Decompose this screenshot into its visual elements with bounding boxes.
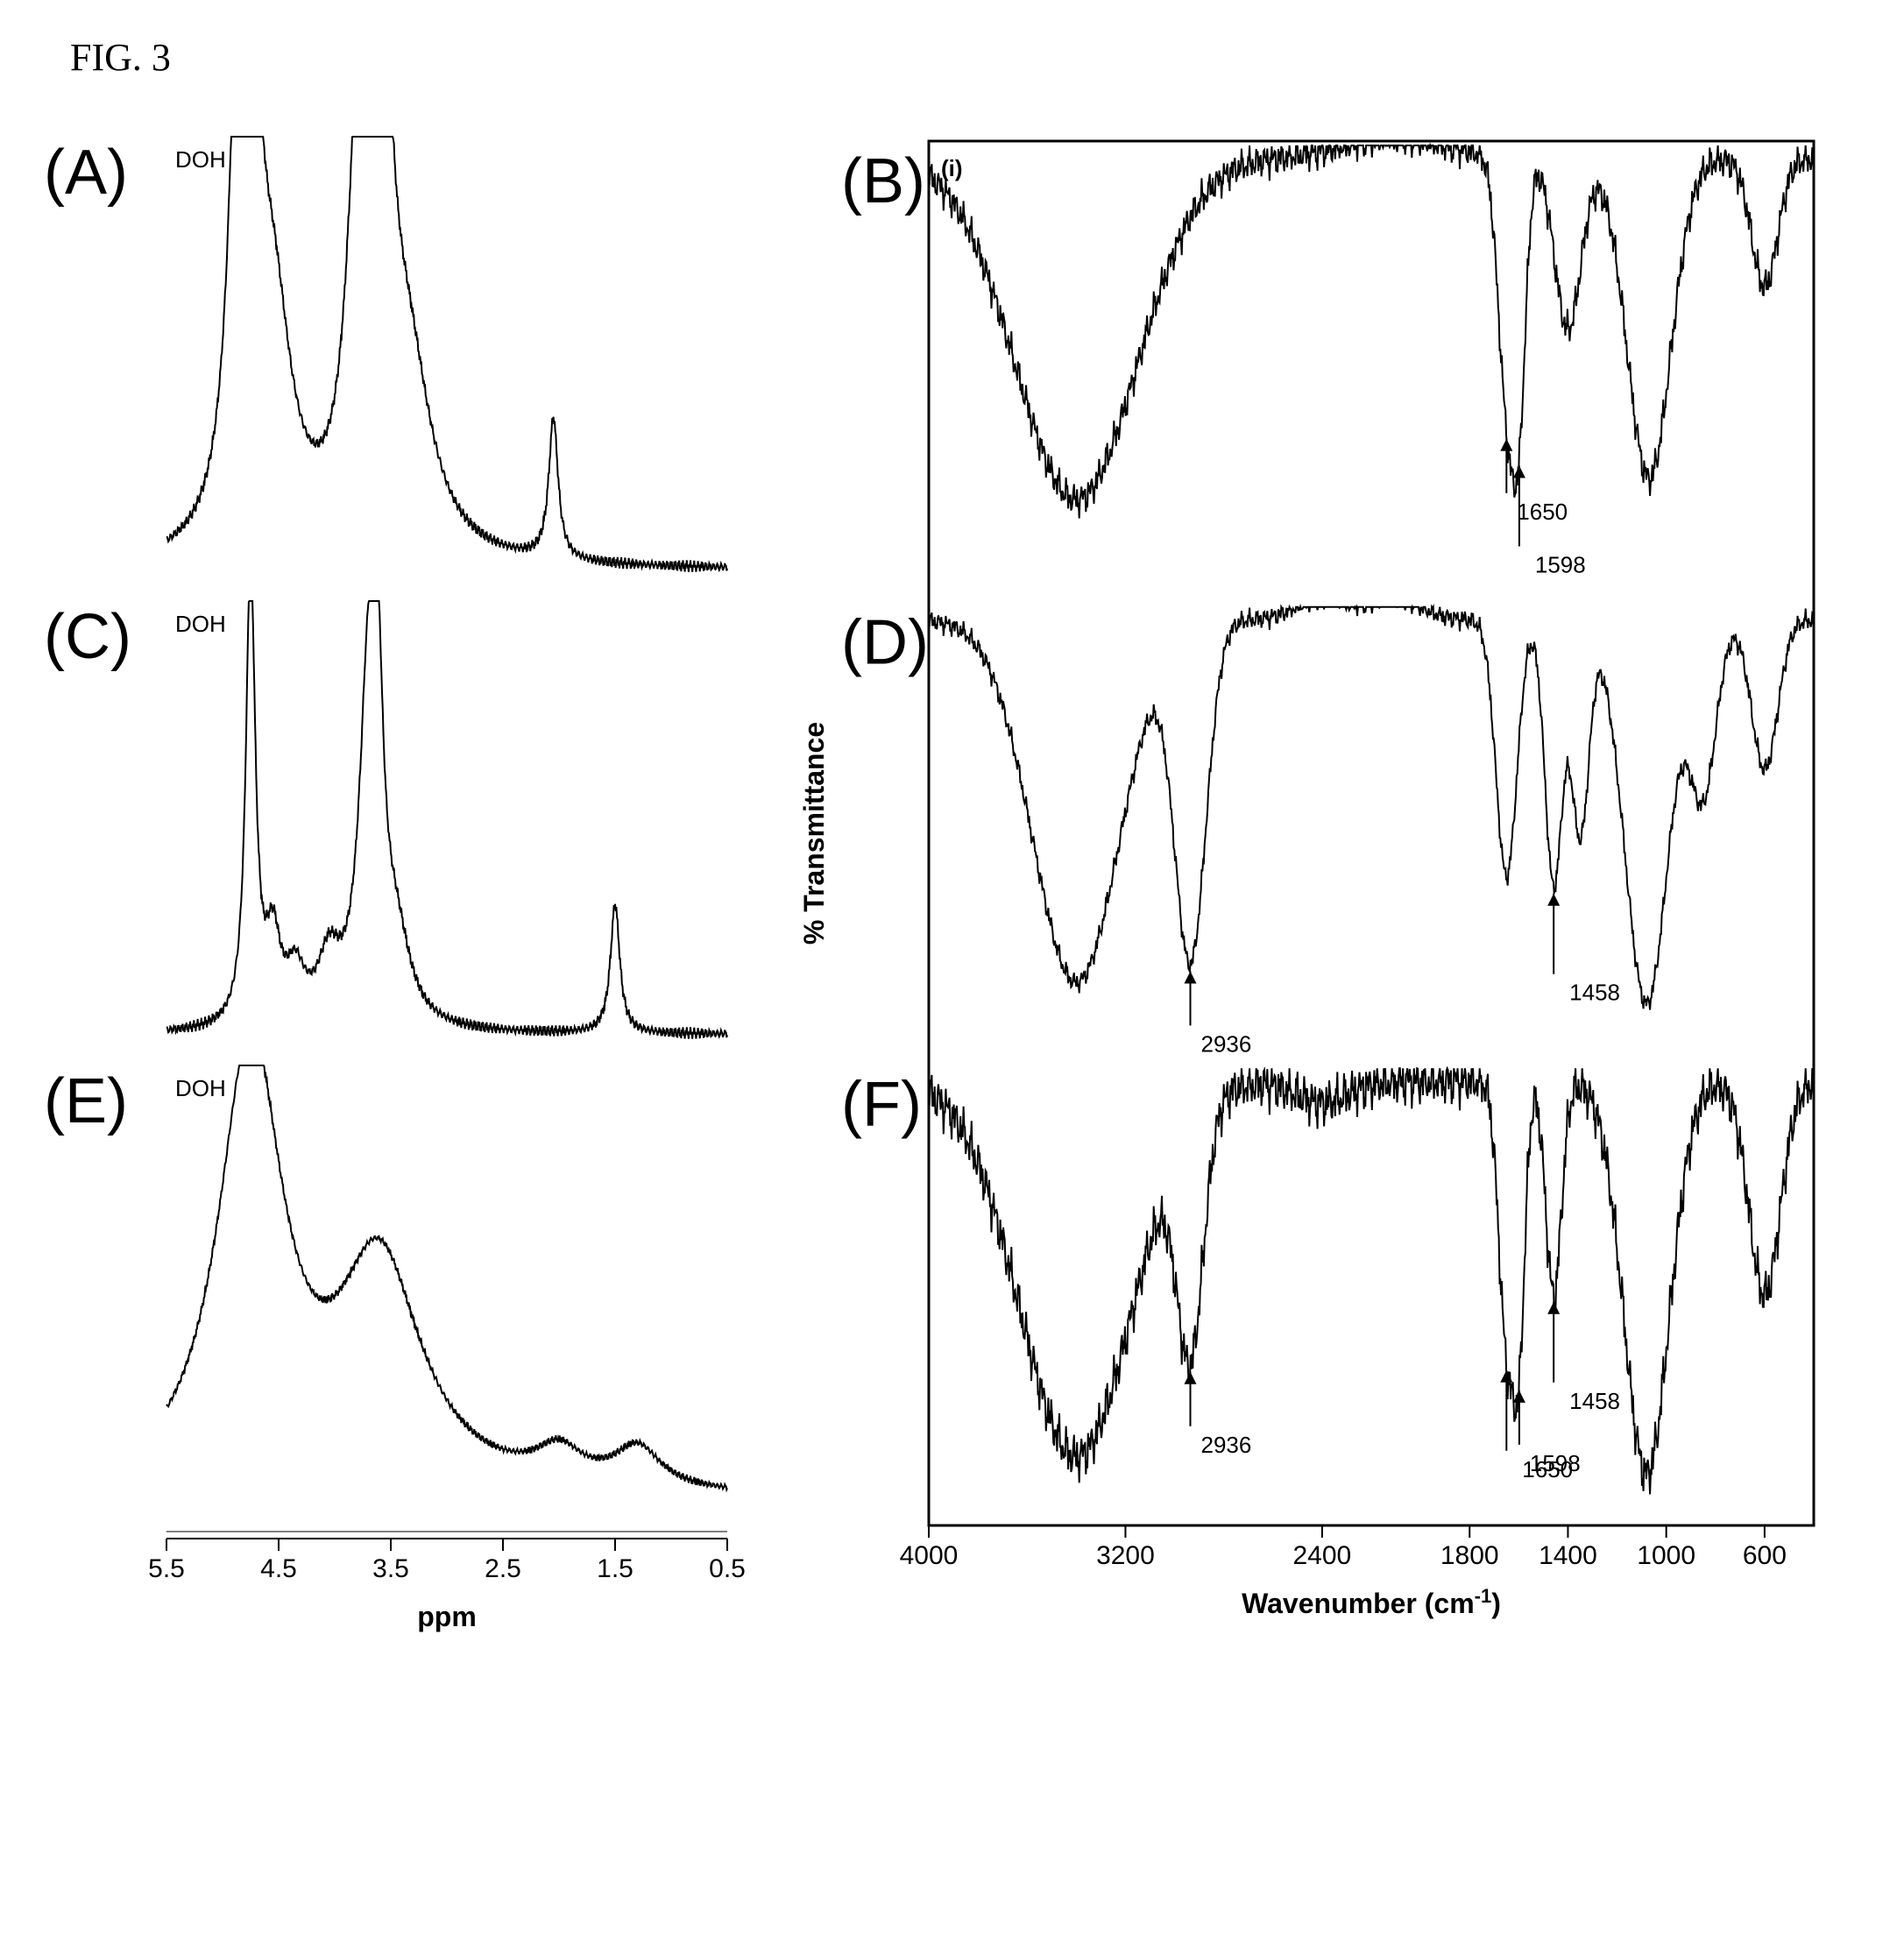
wavenumber-tick-label: 2400 bbox=[1293, 1541, 1352, 1570]
ppm-tick-label: 0.5 bbox=[709, 1554, 746, 1583]
doh-label-C: DOH bbox=[175, 611, 226, 637]
annotation-text: 2936 bbox=[1201, 1432, 1252, 1458]
annotation-arrowhead bbox=[1500, 439, 1512, 451]
panel-grid: (A)DOH(C)DOH(E)DOH5.54.53.52.51.50.5ppm … bbox=[35, 132, 1869, 1639]
annotation-arrowhead bbox=[1513, 1391, 1525, 1403]
panel-label-B: (B) bbox=[841, 146, 925, 216]
inset-label-B: (i) bbox=[941, 155, 963, 181]
wavenumber-tick-label: 3200 bbox=[1096, 1541, 1155, 1570]
doh-label-A: DOH bbox=[175, 146, 226, 173]
annotation-text: 2936 bbox=[1201, 1030, 1252, 1057]
wavenumber-tick-label: 1400 bbox=[1539, 1541, 1597, 1570]
panel-label-A: (A) bbox=[44, 138, 128, 208]
ppm-tick-label: 2.5 bbox=[485, 1554, 521, 1583]
ppm-tick-label: 3.5 bbox=[372, 1554, 409, 1583]
annotation-arrowhead bbox=[1547, 894, 1560, 906]
annotation-text: 1458 bbox=[1569, 980, 1620, 1006]
nmr-spectrum-C bbox=[166, 601, 727, 1039]
nmr-spectrum-E bbox=[166, 1065, 727, 1490]
panel-label-D: (D) bbox=[841, 608, 929, 678]
left-svg: (A) DOH (C) DOH (E) DOH 5.5 4.5 3.5 2.5 1.5 0.5 ppm bbox=[35, 132, 754, 1639]
annotation-arrowhead bbox=[1185, 971, 1197, 983]
ppm-axis-label: ppm bbox=[417, 1601, 477, 1632]
annotation-text: 1458 bbox=[1569, 1388, 1620, 1414]
nmr-spectrum-A bbox=[166, 137, 727, 572]
wavenumber-tick-label: 4000 bbox=[900, 1541, 959, 1570]
ppm-tick-label: 1.5 bbox=[597, 1554, 633, 1583]
left-column: (A) DOH (C) DOH (E) DOH 5.5 4.5 3.5 2.5 1.5 0.5 ppm bbox=[35, 132, 754, 1639]
ppm-tick-label: 4.5 bbox=[260, 1554, 297, 1583]
wavenumber-tick-label: 1800 bbox=[1440, 1541, 1499, 1570]
panel-label-C: (C) bbox=[44, 602, 131, 672]
ppm-tick-label: 5.5 bbox=[148, 1554, 185, 1583]
annotation-arrowhead bbox=[1513, 466, 1525, 478]
ir-spectrum-F bbox=[929, 1068, 1814, 1494]
wavenumber-axis-label: Wavenumber (cm-1) bbox=[1242, 1585, 1501, 1620]
wavenumber-tick-label: 1000 bbox=[1637, 1541, 1695, 1570]
right-column: % Transmittance (B) (i) 1650 1598 (D) 2936 1458… bbox=[789, 132, 1840, 1639]
figure-caption: FIG. 3 bbox=[70, 35, 1869, 80]
panel-label-F: (F) bbox=[841, 1069, 922, 1139]
panel-label-E: (E) bbox=[44, 1066, 128, 1136]
annotation-text: 1650 bbox=[1517, 499, 1568, 525]
figure-page: FIG. 3 (A) DOH (C) DOH (E) DOH 5.5 4.5 3.5 2.5 1.5… bbox=[35, 35, 1869, 1639]
transmittance-axis-label: % Transmittance bbox=[798, 722, 830, 945]
right-svg: % Transmittance (B) (i) 1650 1598 (D) 2936 1458… bbox=[789, 132, 1840, 1639]
wavenumber-tick-label: 600 bbox=[1743, 1541, 1787, 1570]
ir-spectrum-D bbox=[929, 607, 1814, 1010]
annotation-arrowhead bbox=[1185, 1372, 1197, 1384]
ir-spectrum-B bbox=[929, 145, 1814, 519]
doh-label-E: DOH bbox=[175, 1075, 226, 1101]
annotation-text: 1598 bbox=[1530, 1450, 1581, 1476]
annotation-text: 1598 bbox=[1535, 552, 1586, 578]
ir-frame bbox=[929, 141, 1814, 1525]
annotation-arrowhead bbox=[1547, 1302, 1560, 1314]
